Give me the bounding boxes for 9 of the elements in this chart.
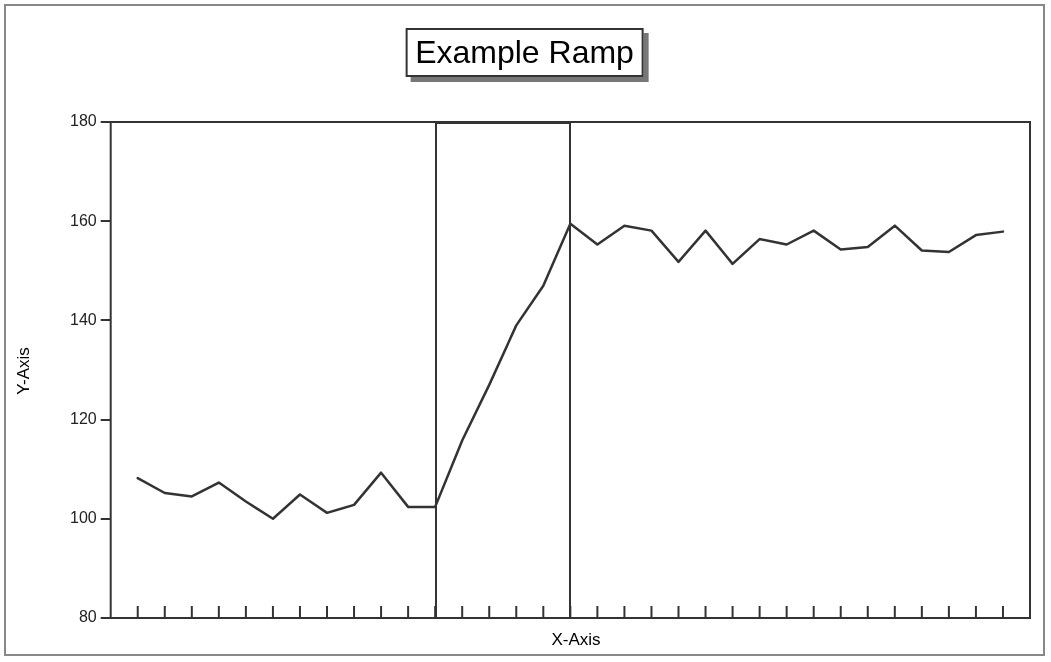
- y-tick-label: 160: [69, 211, 97, 229]
- y-tick-label: 140: [69, 310, 97, 328]
- y-tick-label: 180: [69, 112, 97, 130]
- y-tick-label: 100: [69, 509, 97, 527]
- y-axis-title: Y-Axis: [14, 347, 34, 395]
- chart-title: Example Ramp: [405, 28, 644, 77]
- y-tick-label: 120: [69, 410, 97, 428]
- x-axis-title: X-Axis: [551, 630, 601, 650]
- y-tick-label: 80: [78, 608, 97, 626]
